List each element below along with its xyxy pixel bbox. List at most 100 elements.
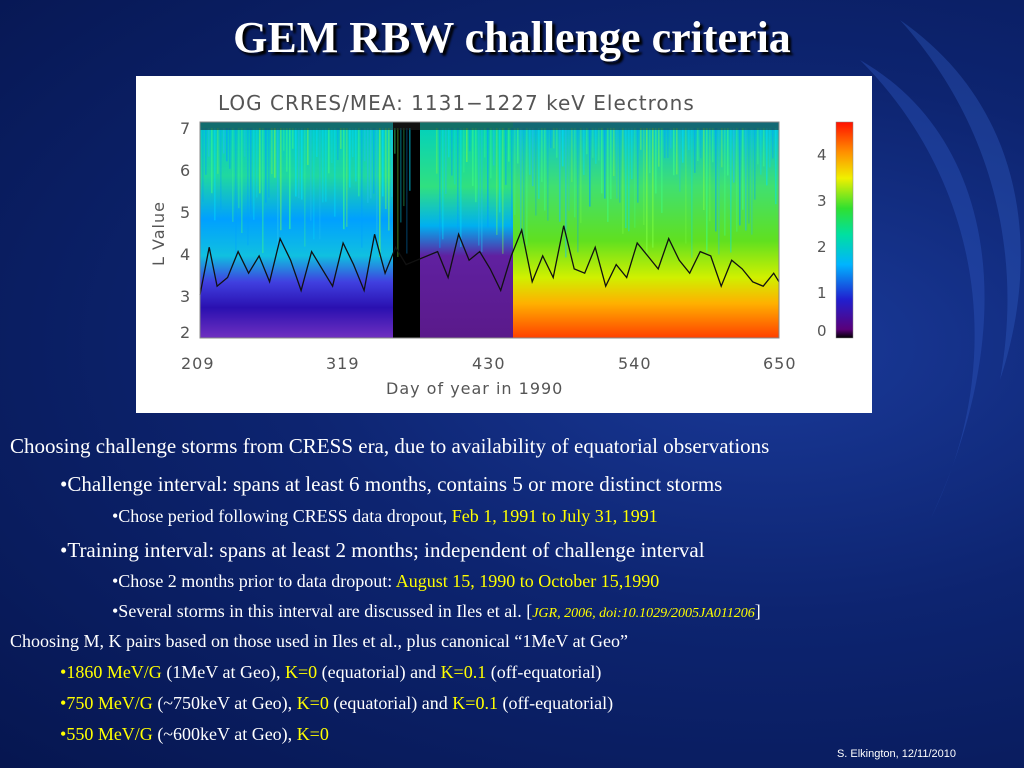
heatmap-stripe — [607, 128, 609, 222]
challenge-interval-dates: Feb 1, 1991 to July 31, 1991 — [451, 506, 658, 526]
heatmap-stripe — [589, 128, 591, 207]
heatmap-stripe — [655, 128, 657, 194]
heatmap-stripe — [400, 128, 402, 223]
y-axis-label: L Value — [149, 201, 168, 266]
heatmap-stripe — [613, 128, 615, 177]
heatmap-stripe — [721, 128, 723, 168]
heatmap-stripe — [709, 128, 711, 222]
heatmap-stripe — [352, 128, 354, 158]
heatmap-stripe — [637, 128, 639, 203]
heatmap-stripe — [208, 128, 210, 157]
heatmap-stripe — [268, 128, 270, 198]
bullet-level2: •550 MeV/G (~600keV at Geo), K=0 — [60, 724, 329, 745]
heatmap-stripe — [280, 128, 282, 231]
bullet-level1: Choosing M, K pairs based on those used … — [10, 631, 629, 651]
bullet-text: •Chose 2 months prior to data dropout: — [112, 571, 396, 591]
heatmap-stripe — [313, 128, 315, 240]
heatmap-stripe — [574, 128, 576, 218]
bullet-text: (equatorial) and — [317, 662, 441, 682]
heatmap-stripe — [571, 128, 573, 183]
heatmap-stripe — [331, 128, 333, 164]
heatmap-stripe — [223, 128, 225, 154]
heatmap-stripe — [283, 128, 285, 151]
heatmap-stripe — [586, 128, 588, 155]
heatmap-stripe — [343, 128, 345, 230]
heatmap-stripe — [226, 128, 228, 162]
heatmap-stripe — [718, 128, 720, 255]
bullet-text: ] — [754, 601, 761, 621]
plot-frame — [199, 121, 780, 339]
heatmap-stripe — [232, 128, 234, 222]
heatmap-stripe — [526, 128, 528, 246]
heatmap-stripe — [490, 128, 492, 179]
heatmap-stripe — [604, 128, 606, 199]
heatmap-stripe — [544, 128, 546, 211]
heatmap-stripe — [472, 128, 474, 186]
heatmap-stripe — [478, 128, 480, 246]
heatmap-stripe — [520, 128, 522, 231]
heatmap-stripe — [211, 128, 213, 194]
heatmap-stripe — [346, 128, 348, 227]
heatmap-stripe — [361, 128, 363, 248]
colorbar-tick-label: 3 — [817, 192, 827, 210]
heatmap-stripe — [205, 128, 207, 175]
heatmap-stripe — [649, 128, 651, 174]
heatmap-stripe — [745, 128, 747, 231]
heatmap-stripe — [229, 128, 231, 169]
bullet-text: •Chose period following CRESS data dropo… — [112, 506, 452, 526]
bullet-text: (~600keV at Geo), — [152, 724, 297, 744]
heatmap-stripe — [322, 128, 324, 203]
heatmap-stripe — [388, 128, 390, 231]
training-interval-dates: August 15, 1990 to October 15,1990 — [395, 571, 660, 591]
k-value: K=0.1 — [452, 693, 498, 713]
heatmap-stripe — [481, 128, 483, 253]
heatmap-stripe — [556, 128, 558, 158]
heatmap-stripe — [214, 128, 216, 221]
heatmap-stripe — [685, 128, 687, 244]
heatmap-stripe — [619, 128, 621, 203]
heatmap-stripe — [334, 128, 336, 217]
heatmap-stripe — [301, 128, 303, 200]
heatmap-stripe — [754, 128, 756, 200]
heatmap-stripe — [253, 128, 255, 220]
heatmap-stripe — [460, 128, 462, 248]
heatmap-stripe — [394, 128, 396, 154]
heatmap-stripe — [631, 128, 633, 180]
heatmap-stripe — [514, 128, 516, 216]
colorbar-tick-label: 1 — [817, 284, 827, 302]
heatmap-stripe — [601, 128, 603, 194]
heatmap-stripe — [616, 128, 618, 199]
x-tick-label: 430 — [472, 354, 506, 373]
heatmap-stripe — [217, 128, 219, 174]
heatmap-stripe — [622, 128, 624, 234]
k-value: K=0 — [296, 724, 329, 744]
heatmap-stripe — [448, 128, 450, 158]
heatmap-stripe — [748, 128, 750, 224]
y-tick-label: 4 — [180, 245, 190, 264]
heatmap-stripe — [562, 128, 564, 167]
heatmap-stripe — [508, 128, 510, 162]
heatmap-stripe — [391, 128, 393, 197]
heatmap-stripe — [259, 128, 261, 194]
heatmap-stripe — [610, 128, 612, 200]
bullet-text: •Several storms in this interval are dis… — [112, 601, 533, 621]
heatmap-stripe — [517, 128, 519, 164]
y-tick-label: 3 — [180, 287, 190, 306]
bullet-level2: •1860 MeV/G (1MeV at Geo), K=0 (equatori… — [60, 662, 601, 683]
heatmap-stripe — [379, 128, 381, 257]
heatmap-stripe — [274, 128, 276, 178]
heatmap-stripe — [502, 128, 504, 254]
heatmap-stripe — [292, 128, 294, 149]
heatmap-stripe — [409, 128, 411, 191]
heatmap-stripe — [484, 128, 486, 158]
heatmap-stripe — [316, 128, 318, 157]
colorbar-ticks: 4 3 2 1 0 — [817, 146, 827, 340]
bullet-text: (off-equatorial) — [486, 662, 602, 682]
heatmap-stripe — [220, 128, 222, 210]
heatmap-stripe — [625, 128, 627, 229]
heatmap-stripe — [265, 128, 267, 203]
heatmap-stripe — [634, 128, 636, 228]
heatmap-stripe — [541, 128, 543, 182]
heatmap-stripe — [628, 128, 630, 232]
heatmap-stripe — [769, 128, 771, 168]
